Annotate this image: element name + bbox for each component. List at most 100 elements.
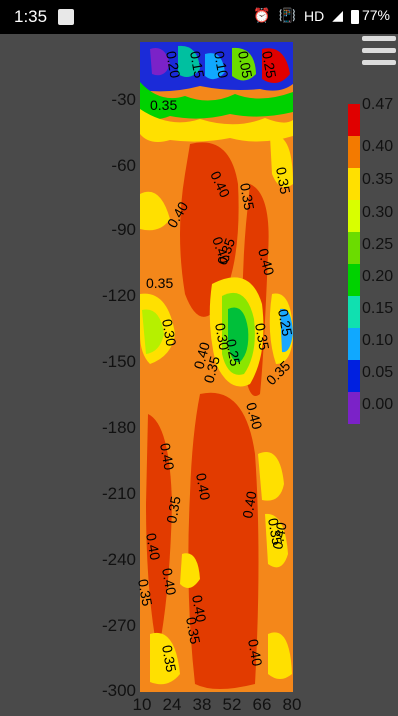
contour-label: 0.40 (159, 567, 180, 597)
x-tick: 24 (162, 695, 182, 714)
x-tick: 80 (282, 695, 302, 714)
contour-patch (228, 307, 249, 363)
contour-label: 0.40 (245, 638, 266, 668)
contour-patch (258, 452, 284, 501)
alarm-icon: ⏰ (253, 7, 271, 23)
y-tick: -30 (111, 90, 136, 109)
colorbar-label: 0.30 (362, 204, 394, 221)
colorbar-swatch (348, 264, 360, 296)
signal-icon: ◢ (332, 7, 343, 23)
contour-patch (178, 45, 200, 78)
x-tick: 38 (192, 695, 212, 714)
contour-label: 0.25 (223, 338, 244, 368)
battery-level: 77% (361, 7, 390, 24)
colorbar-label: 0.40 (362, 138, 394, 155)
colorbar-label: 0.47 (362, 96, 394, 113)
contour-label: 0.15 (187, 50, 208, 80)
status-icons: ⏰ 📳 HD ◢ 77% (253, 7, 390, 24)
contour-patch (142, 309, 164, 354)
contour-label: 0.35 (265, 517, 286, 547)
status-time: 1:35 (14, 7, 48, 26)
colorbar-swatch (348, 200, 360, 232)
contour-label: 0.05 (235, 50, 256, 80)
contour-label: 0.35 (146, 275, 173, 291)
contour-label: 0.35 (237, 182, 258, 212)
x-tick: 52 (222, 695, 242, 714)
contour-label: 0.40 (190, 340, 213, 371)
contour-patch (262, 48, 290, 83)
y-tick: -270 (101, 616, 136, 635)
colorbar-swatch (348, 232, 360, 264)
colorbar-swatch (348, 360, 360, 392)
contour-label: 0.30 (212, 322, 233, 352)
contour-patch (265, 513, 288, 568)
contour-patch (205, 53, 225, 80)
y-tick: -210 (101, 484, 136, 503)
contour-patch (280, 308, 293, 353)
y-tick: -240 (101, 550, 136, 569)
x-tick: 66 (252, 695, 272, 714)
contour-patch (140, 191, 170, 231)
contour-label: 0.35 (200, 354, 223, 385)
colorbar-label: 0.05 (362, 364, 394, 381)
contour-label: 0.25 (275, 308, 296, 338)
contour-patch (150, 48, 170, 76)
colorbar (348, 104, 360, 424)
contour-red-zone (188, 392, 259, 689)
contour-label: 0.20 (163, 50, 184, 80)
y-tick: -300 (101, 681, 136, 700)
contour-label: 0.40 (269, 521, 290, 551)
contour-label: 0.35 (163, 495, 184, 525)
colorbar-label: 0.20 (362, 268, 394, 285)
contour-label: 0.40 (243, 401, 266, 432)
y-tick: -120 (101, 286, 136, 305)
colorbar-swatch (348, 296, 360, 328)
contour-patch (232, 47, 256, 81)
contour-red-zone (180, 142, 239, 317)
contour-patch (270, 135, 293, 188)
contour-label: 0.25 (259, 50, 280, 80)
menu-icon[interactable] (362, 36, 396, 72)
colorbar-swatch (348, 168, 360, 200)
contour-yellow-band (140, 109, 293, 142)
contour-label: 0.35 (183, 616, 204, 646)
contour-label: 0.35 (252, 322, 273, 352)
contour-label: 0.40 (255, 247, 278, 278)
colorbar-swatch (348, 136, 360, 168)
contour-label: 0.40 (239, 490, 260, 520)
contour-label: 0.35 (159, 644, 180, 674)
hd-icon: HD (303, 7, 325, 24)
colorbar-label: 0.15 (362, 300, 394, 317)
plot-area: 0.35 0.40 0.35 0.35 0.40 0.40 0.35 0.40 … (0, 34, 398, 714)
status-bar: 1:35 ⏰ 📳 HD ◢ 77% (0, 0, 398, 34)
contour-label: 0.40 (189, 594, 210, 624)
contour-label: 0.10 (211, 50, 232, 80)
colorbar-label: 0.25 (362, 236, 394, 253)
colorbar-swatch (348, 104, 360, 138)
x-tick: 10 (132, 695, 152, 714)
contour-patch (150, 632, 180, 685)
contour-label: 0.30 (159, 318, 180, 348)
colorbar-label: 0.00 (362, 396, 394, 413)
contour-label: 0.35 (150, 97, 177, 113)
colorbar-swatch (348, 328, 360, 360)
contour-label: 0.40 (143, 532, 164, 562)
y-tick: -180 (101, 418, 136, 437)
contour-mid-band (140, 82, 293, 120)
notification-icon (58, 9, 74, 25)
contour-patch (268, 632, 292, 679)
contour-patch (180, 553, 200, 588)
contour-label: 0.40 (193, 472, 214, 502)
colorbar-swatch (348, 392, 360, 424)
battery-icon (350, 9, 359, 24)
heatmap-plot: 0.35 0.40 0.35 0.35 0.40 0.40 0.35 0.40 … (135, 42, 360, 692)
contour-label: 0.35 (273, 166, 294, 196)
colorbar-label: 0.35 (362, 171, 394, 188)
contour-label: 0.40 (157, 442, 178, 472)
contour-red-zone (146, 414, 172, 654)
colorbar-label: 0.10 (362, 332, 394, 349)
y-tick: -90 (111, 220, 136, 239)
contour-label: 0.35 (135, 578, 156, 608)
y-tick: -150 (101, 352, 136, 371)
y-tick: -60 (111, 156, 136, 175)
